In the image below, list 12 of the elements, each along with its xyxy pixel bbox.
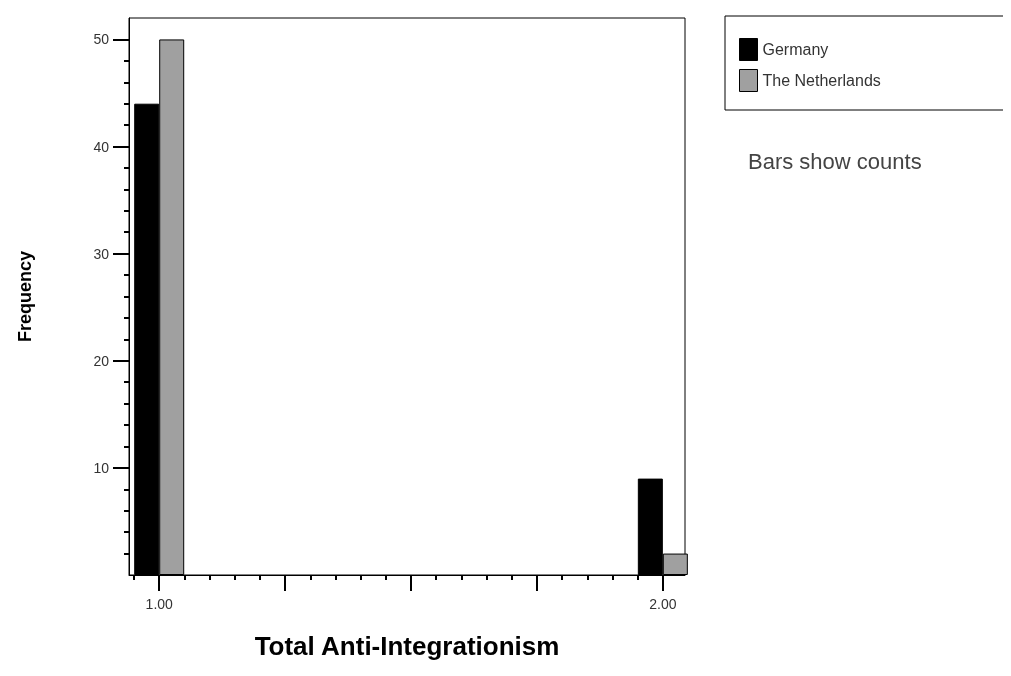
y-tick-label: 20 xyxy=(93,352,110,369)
y-tick-label: 30 xyxy=(93,245,110,262)
x-tick-label: 2.00 xyxy=(649,596,677,612)
y-tick-label: 40 xyxy=(93,138,110,155)
y-tick-label: 50 xyxy=(93,31,110,48)
legend-label: The Netherlands xyxy=(762,72,881,89)
y-tick-label: 10 xyxy=(93,459,110,476)
x-axis-title: Total Anti-Integrationism xyxy=(254,631,560,661)
y-axis-title: Frequency xyxy=(15,250,35,343)
legend-label: Germany xyxy=(762,41,829,58)
text: Bars show counts xyxy=(748,148,922,174)
x-tick-label: 1.00 xyxy=(145,596,174,612)
